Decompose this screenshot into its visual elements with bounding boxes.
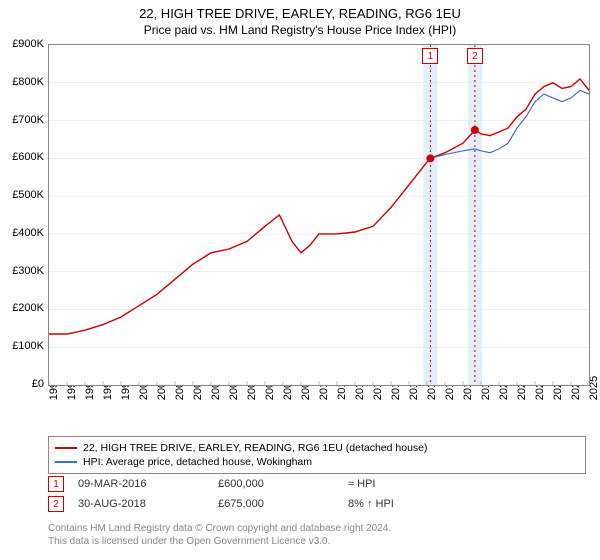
legend-item: 22, HIGH TREE DRIVE, EARLEY, READING, RG… (55, 441, 579, 455)
chart-title-address: 22, HIGH TREE DRIVE, EARLEY, READING, RG… (0, 6, 600, 21)
footer-attribution: Contains HM Land Registry data © Crown c… (48, 522, 391, 548)
sale-marker-callout: 1 (422, 48, 438, 64)
legend-label: 22, HIGH TREE DRIVE, EARLEY, READING, RG… (83, 442, 428, 454)
y-tick-label: £700K (12, 114, 44, 126)
title-block: 22, HIGH TREE DRIVE, EARLEY, READING, RG… (0, 0, 600, 37)
footer-line1: Contains HM Land Registry data © Crown c… (48, 522, 391, 535)
y-tick-label: £800K (12, 76, 44, 88)
sale-marker-callout: 2 (467, 48, 483, 64)
legend-item: HPI: Average price, detached house, Woki… (55, 455, 579, 469)
plot-area: 12 (48, 44, 590, 386)
sale-marker-box: 1 (48, 476, 64, 492)
sale-hpi-delta: 8% ↑ HPI (348, 498, 468, 510)
y-tick-label: £300K (12, 265, 44, 277)
chart-container: 22, HIGH TREE DRIVE, EARLEY, READING, RG… (0, 0, 600, 560)
y-tick-label: £600K (12, 151, 44, 163)
sales-row: 2 30-AUG-2018£675,0008% ↑ HPI (48, 494, 468, 514)
y-tick-label: £900K (12, 38, 44, 50)
legend-swatch (55, 461, 77, 463)
y-tick-label: £200K (12, 302, 44, 314)
y-tick-label: £100K (12, 340, 44, 352)
legend-label: HPI: Average price, detached house, Woki… (83, 456, 312, 468)
sale-price: £675,000 (218, 498, 348, 510)
plot-svg (49, 45, 589, 385)
chart-subtitle: Price paid vs. HM Land Registry's House … (0, 23, 600, 37)
y-tick-label: £0 (32, 378, 44, 390)
y-tick-label: £500K (12, 189, 44, 201)
sale-date: 09-MAR-2016 (78, 478, 218, 490)
legend-swatch (55, 447, 77, 449)
sale-price: £600,000 (218, 478, 348, 490)
sale-marker-box: 2 (48, 496, 64, 512)
sale-hpi-delta: ≈ HPI (348, 478, 468, 490)
sale-date: 30-AUG-2018 (78, 498, 218, 510)
footer-line2: This data is licensed under the Open Gov… (48, 535, 391, 548)
y-tick-label: £400K (12, 227, 44, 239)
sales-table: 1 09-MAR-2016£600,000≈ HPI 2 30-AUG-2018£67… (48, 474, 468, 514)
sales-row: 1 09-MAR-2016£600,000≈ HPI (48, 474, 468, 494)
legend: 22, HIGH TREE DRIVE, EARLEY, READING, RG… (48, 436, 586, 474)
